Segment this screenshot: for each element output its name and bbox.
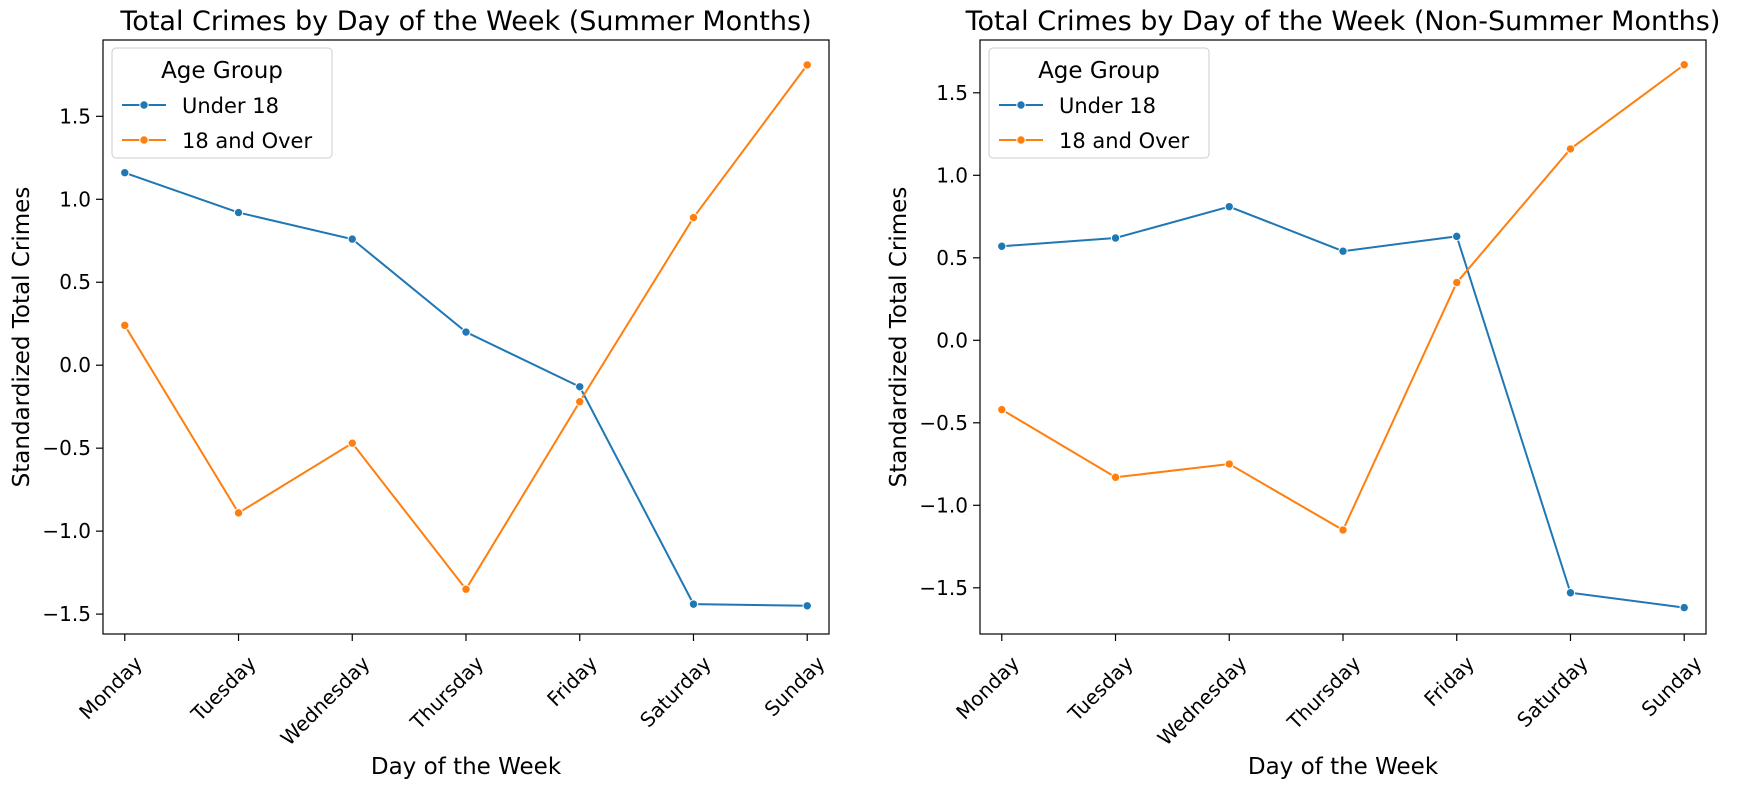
legend-marker <box>139 100 149 110</box>
legend: Age Group Under 18 18 and Over <box>988 47 1210 159</box>
y-tick-label: 0.0 <box>936 328 968 352</box>
chart-panel-2: Total Crimes by Day of the Week (Non-Sum… <box>886 6 1720 780</box>
legend-label: Under 18 <box>182 94 279 118</box>
series-18-and-over <box>120 60 812 594</box>
data-point <box>233 508 244 518</box>
y-tick-label: 1.5 <box>936 81 968 105</box>
data-point <box>688 599 699 609</box>
chart-title: Total Crimes by Day of the Week (Summer … <box>119 6 811 37</box>
x-tick-label: Wednesday <box>276 651 375 750</box>
data-point <box>1110 472 1121 482</box>
legend-box <box>111 47 333 159</box>
x-tick-label: Thursday <box>405 651 489 735</box>
y-tick-label: −1.5 <box>42 602 91 626</box>
y-tick-label: 1.0 <box>59 187 91 211</box>
x-tick-label: Friday <box>1419 651 1479 711</box>
legend-marker <box>1016 100 1026 110</box>
y-tick-label: 0.0 <box>59 353 91 377</box>
data-point <box>1224 459 1234 469</box>
x-tick-label: Tuesday <box>1063 651 1138 726</box>
data-point <box>802 601 812 611</box>
legend-box <box>988 47 1210 159</box>
data-point <box>1338 525 1348 535</box>
series-under-18 <box>997 201 1689 613</box>
data-point <box>1452 231 1462 242</box>
legend-label: Under 18 <box>1059 94 1156 118</box>
data-point <box>1565 144 1576 154</box>
series-line <box>124 171 808 607</box>
y-tick-label: −0.5 <box>919 411 968 435</box>
y-axis-label: Standardized Total Crimes <box>9 187 35 488</box>
data-point <box>120 168 130 178</box>
data-point <box>120 320 130 331</box>
data-point <box>1565 588 1576 598</box>
series-18-and-over <box>997 60 1689 535</box>
data-point <box>802 60 812 70</box>
y-tick-label: 0.5 <box>59 270 91 294</box>
data-point <box>461 584 471 594</box>
data-point <box>1338 246 1348 256</box>
data-point <box>1679 60 1689 70</box>
y-tick-label: −1.0 <box>919 493 968 517</box>
legend-marker <box>139 135 149 145</box>
legend-label: 18 and Over <box>1059 129 1189 153</box>
data-point <box>688 212 699 223</box>
series-under-18 <box>120 168 812 611</box>
data-point <box>461 327 471 337</box>
x-tick-label: Thursday <box>1282 651 1366 735</box>
y-tick-label: 0.5 <box>936 246 968 270</box>
x-tick-label: Monday <box>74 651 147 724</box>
x-tick-label: Monday <box>951 651 1024 724</box>
data-point <box>1224 201 1234 212</box>
x-tick-label: Wednesday <box>1153 651 1252 750</box>
data-point <box>347 234 357 244</box>
data-point <box>575 397 585 407</box>
legend-title: Age Group <box>1038 58 1160 84</box>
y-tick-label: −0.5 <box>42 436 91 460</box>
x-tick-label: Sunday <box>1637 651 1707 721</box>
y-tick-label: 1.5 <box>59 104 91 128</box>
chart-title: Total Crimes by Day of the Week (Non-Sum… <box>965 6 1721 37</box>
x-axis-label: Day of the Week <box>371 754 562 780</box>
x-tick-label: Saturday <box>1512 651 1593 732</box>
y-tick-label: 1.0 <box>936 163 968 187</box>
chart-panel-1: Total Crimes by Day of the Week (Summer … <box>9 6 830 780</box>
y-tick-label: −1.0 <box>42 519 91 543</box>
x-tick-label: Sunday <box>760 651 830 721</box>
data-point <box>233 207 244 218</box>
data-point <box>1679 602 1689 613</box>
legend-marker <box>1016 135 1026 145</box>
data-point <box>347 438 357 448</box>
data-point <box>1110 233 1121 243</box>
y-tick-label: −1.5 <box>919 576 968 600</box>
x-tick-label: Friday <box>542 651 602 711</box>
x-axis-label: Day of the Week <box>1248 754 1439 780</box>
legend: Age Group Under 18 18 and Over <box>111 47 333 159</box>
data-point <box>575 382 585 392</box>
x-tick-label: Tuesday <box>186 651 261 726</box>
legend-label: 18 and Over <box>182 129 312 153</box>
data-point <box>997 404 1007 415</box>
y-axis-label: Standardized Total Crimes <box>886 187 912 488</box>
data-point <box>1452 277 1462 288</box>
data-point <box>997 241 1007 251</box>
x-tick-label: Saturday <box>635 651 716 732</box>
legend-title: Age Group <box>161 58 283 84</box>
series-line <box>1001 205 1685 609</box>
